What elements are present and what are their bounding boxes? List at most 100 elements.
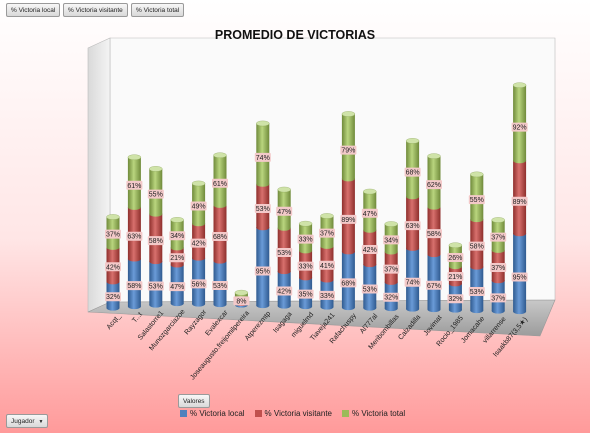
data-label-bg-5-1 xyxy=(212,231,228,241)
data-label-19-0: 95% xyxy=(513,274,527,281)
bar-base-9-series-2 xyxy=(299,248,313,254)
data-label-bg-15-2 xyxy=(426,180,442,190)
data-label-bg-15-1 xyxy=(426,229,442,239)
bar-base-5-series-0 xyxy=(213,301,227,308)
data-label-bg-11-2 xyxy=(340,145,357,155)
data-label-10-1: 41% xyxy=(320,263,334,270)
x-tick-label-0: Acqt_ xyxy=(106,313,123,331)
bar-base-3-series-1 xyxy=(170,262,184,268)
data-label-bg-9-0 xyxy=(297,289,314,299)
legend-label-local: % Victoria local xyxy=(190,408,245,418)
bar-top-1 xyxy=(127,154,142,161)
data-label-2-2: 55% xyxy=(149,192,163,199)
bar-base-4-series-2 xyxy=(192,221,206,227)
data-label-bg-9-1 xyxy=(297,261,314,271)
data-label-bg-1-2 xyxy=(126,180,143,190)
data-label-bg-13-2 xyxy=(383,235,400,245)
bar-base-2-series-1 xyxy=(149,258,163,265)
jugador-dropdown[interactable]: Jugador ▼ xyxy=(6,414,49,428)
data-label-bg-18-2 xyxy=(490,232,507,242)
bar-base-0-series-0 xyxy=(106,305,120,311)
bar-top-13 xyxy=(384,221,398,227)
bar-base-15-series-0 xyxy=(427,306,441,313)
data-label-1-0: 58% xyxy=(127,283,141,290)
data-label-bg-6-1 xyxy=(233,296,250,306)
data-label-18-1: 37% xyxy=(491,265,505,272)
bar-top-12 xyxy=(363,188,377,195)
data-label-5-0: 53% xyxy=(213,283,227,290)
data-label-18-2: 37% xyxy=(491,235,505,242)
data-label-bg-2-1 xyxy=(147,236,164,246)
data-label-bg-16-0 xyxy=(447,294,464,304)
data-label-bg-11-1 xyxy=(340,214,357,224)
data-label-bg-5-0 xyxy=(212,280,228,290)
field-button-victoria-total[interactable]: % Victoria total xyxy=(131,3,185,17)
data-label-bg-17-0 xyxy=(468,286,485,296)
bar-base-18-series-1 xyxy=(491,278,505,284)
data-label-16-0: 32% xyxy=(448,296,462,303)
data-label-bg-14-1 xyxy=(404,221,421,231)
bar-base-12-series-2 xyxy=(363,227,377,233)
data-label-17-0: 53% xyxy=(470,289,484,296)
bar-top-7 xyxy=(256,120,270,127)
bar-base-1-series-2 xyxy=(127,204,141,210)
bar-top-0 xyxy=(106,214,120,220)
data-label-bg-13-0 xyxy=(383,292,400,302)
data-label-bg-8-2 xyxy=(276,206,293,216)
data-label-3-0: 47% xyxy=(170,284,184,291)
bar-base-5-series-2 xyxy=(213,202,227,208)
bar-top-8 xyxy=(277,186,291,193)
data-label-bg-8-0 xyxy=(276,286,293,296)
bar-top-2 xyxy=(149,166,163,172)
bar-top-10 xyxy=(320,213,334,219)
bar-base-3-series-0 xyxy=(170,300,184,307)
bar-base-17-series-1 xyxy=(470,264,484,270)
data-label-bg-3-1 xyxy=(169,253,186,263)
data-label-bg-8-1 xyxy=(276,248,293,258)
bar-base-0-series-1 xyxy=(106,279,120,285)
legend-swatch-total xyxy=(341,409,349,417)
data-label-bg-11-0 xyxy=(340,278,357,288)
legend-item-local: % Victoria local xyxy=(180,409,245,418)
data-label-2-0: 53% xyxy=(149,283,163,290)
field-button-victoria-local[interactable]: % Victoria local xyxy=(6,3,61,17)
bar-base-18-series-2 xyxy=(491,247,505,253)
data-label-0-2: 37% xyxy=(106,232,120,239)
bar-base-2-series-2 xyxy=(149,211,163,217)
legend: % Victoria local % Victoria visitante % … xyxy=(180,405,410,421)
bar-top-14 xyxy=(405,138,420,144)
data-label-bg-10-1 xyxy=(319,260,335,270)
data-label-13-2: 34% xyxy=(384,237,398,244)
data-label-9-0: 35% xyxy=(299,292,313,299)
bar-base-4-series-1 xyxy=(192,255,206,261)
data-label-bg-5-2 xyxy=(212,178,228,188)
bar-base-17-series-0 xyxy=(470,307,484,314)
data-label-15-0: 67% xyxy=(427,283,441,290)
field-button-victoria-visitante[interactable]: % Victoria visitante xyxy=(63,3,128,17)
data-label-bg-14-2 xyxy=(404,167,421,177)
data-label-14-2: 68% xyxy=(406,170,420,177)
bar-base-15-series-1 xyxy=(427,251,441,258)
bar-top-6 xyxy=(234,289,249,296)
data-label-14-0: 74% xyxy=(406,280,420,287)
data-label-8-1: 53% xyxy=(277,250,291,257)
data-label-bg-18-0 xyxy=(490,293,507,303)
data-label-16-1: 21% xyxy=(448,274,462,281)
data-label-bg-1-1 xyxy=(126,231,143,241)
bar-base-14-series-0 xyxy=(406,306,420,312)
bar-base-12-series-1 xyxy=(363,261,377,268)
data-label-13-1: 37% xyxy=(384,267,398,274)
data-label-7-0: 95% xyxy=(256,268,270,275)
data-label-9-1: 33% xyxy=(299,264,313,271)
data-label-10-0: 33% xyxy=(320,293,334,300)
bar-base-8-series-1 xyxy=(277,268,291,275)
data-label-17-1: 58% xyxy=(470,244,484,251)
legend-swatch-visitante xyxy=(254,409,262,417)
data-label-2-1: 58% xyxy=(149,238,163,245)
bar-base-11-series-0 xyxy=(341,304,355,311)
bar-base-11-series-1 xyxy=(341,249,355,255)
data-label-12-1: 42% xyxy=(363,247,377,254)
data-label-13-0: 32% xyxy=(384,295,398,302)
data-label-5-2: 61% xyxy=(213,181,227,188)
data-label-12-0: 53% xyxy=(363,286,377,293)
